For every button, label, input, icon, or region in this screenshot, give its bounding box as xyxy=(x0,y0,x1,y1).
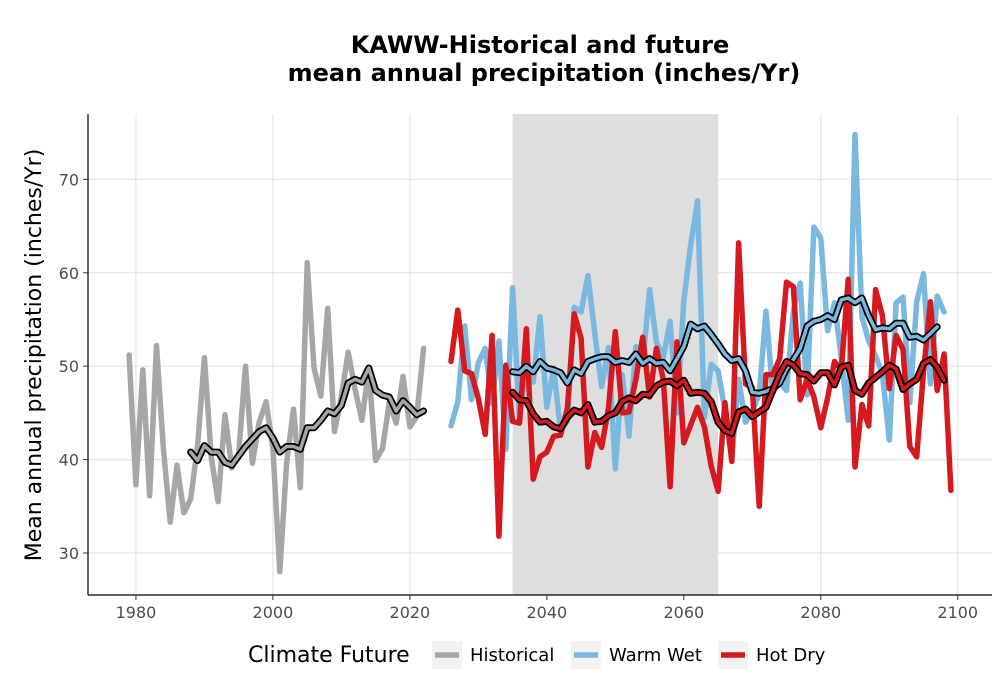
x-tick-label-2000: 2000 xyxy=(253,603,294,622)
plot-area xyxy=(126,131,954,575)
legend: Climate Future Historical Warm Wet Hot Dry xyxy=(248,641,826,669)
y-tick-label-40: 40 xyxy=(59,451,79,470)
axes xyxy=(87,114,992,596)
series-line-hot-dry xyxy=(448,240,954,539)
chart-title-line-1: KAWW-Historical and future xyxy=(351,31,730,59)
ticks: 1980 2000 2020 2040 2060 2080 2100 30 40 50 60 70 xyxy=(59,170,978,622)
x-tick-label-2080: 2080 xyxy=(800,603,841,622)
smooth-line-hot-dry xyxy=(510,357,946,436)
legend-title: Climate Future xyxy=(248,643,410,668)
x-tick-label-2060: 2060 xyxy=(663,603,704,622)
y-tick-label-60: 60 xyxy=(59,264,79,283)
legend-label-hot-dry: Hot Dry xyxy=(756,645,826,666)
smooth-line-warm-wet xyxy=(510,296,939,396)
legend-label-warm-wet: Warm Wet xyxy=(609,645,702,666)
x-tick-label-2100: 2100 xyxy=(937,603,978,622)
y-axis-title: Mean annual precipitation (inches/Yr) xyxy=(22,149,47,562)
smooth-line-historical xyxy=(188,366,426,467)
series-line-warm-wet xyxy=(448,131,947,472)
x-tick-label-1980: 1980 xyxy=(116,603,157,622)
legend-label-historical: Historical xyxy=(470,645,554,666)
chart-title-line-2: mean annual precipitation (inches/Yr) xyxy=(288,59,801,87)
y-tick-label-50: 50 xyxy=(59,357,79,376)
x-tick-label-2040: 2040 xyxy=(526,603,567,622)
y-tick-label-30: 30 xyxy=(59,544,79,563)
y-tick-label-70: 70 xyxy=(59,170,79,189)
series-line-historical xyxy=(126,259,427,575)
x-tick-label-2020: 2020 xyxy=(390,603,431,622)
